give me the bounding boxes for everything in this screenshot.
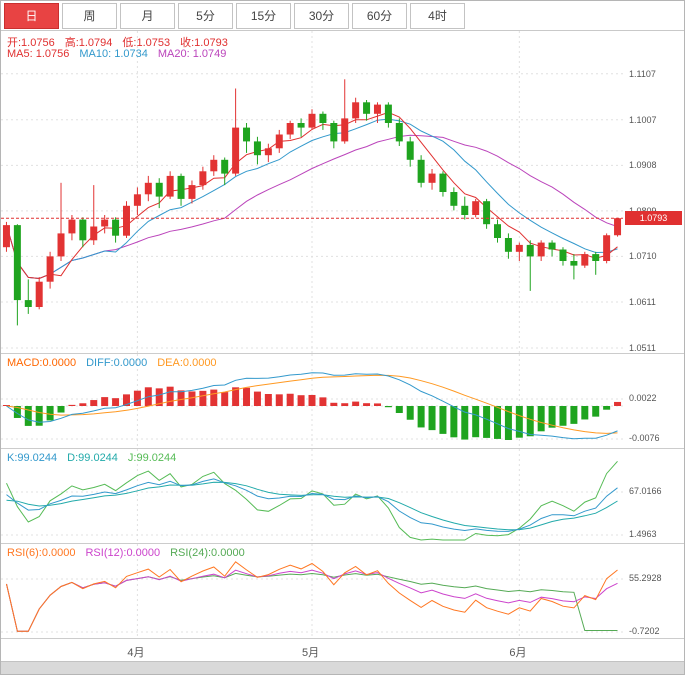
macd-legend: MACD:0.0000 DIFF:0.0000 DEA:0.0000 xyxy=(7,357,227,369)
y-axis-tick-label: 1.1107 xyxy=(629,68,656,79)
tab-5分[interactable]: 5分 xyxy=(178,3,233,29)
main-chart-panel: 开:1.0756 高:1.0794 低:1.0753 收:1.0793 MA5: 1.… xyxy=(1,31,684,353)
legend-item: D:99.0244 xyxy=(67,452,118,464)
legend-item: MA10: 1.0734 xyxy=(79,48,148,60)
y-axis-tick-label: 1.4963 xyxy=(629,529,657,539)
ohlc-legend: 开:1.0756 高:1.0794 低:1.0753 收:1.0793 xyxy=(7,34,238,50)
tab-月[interactable]: 月 xyxy=(120,3,175,29)
tab-15分[interactable]: 15分 xyxy=(236,3,291,29)
legend-item: MACD:0.0000 xyxy=(7,357,77,369)
current-price-badge: 1.0793 xyxy=(625,211,682,226)
legend-item: DIFF:0.0000 xyxy=(86,357,148,369)
period-tabbar: 日周月 5分 15分 30分 60分 4时 xyxy=(1,1,684,31)
y-axis-tick-label: 1.1007 xyxy=(629,114,657,125)
y-axis-tick-label: 1.0809 xyxy=(629,206,683,216)
legend-item: DEA:0.0000 xyxy=(157,357,217,369)
y-axis-tick-label: 67.0166 xyxy=(629,486,662,496)
legend-item: 开:1.0756 xyxy=(7,37,55,49)
x-axis-label: 4月 xyxy=(127,647,145,659)
legend-item: RSI(24):0.0000 xyxy=(170,547,245,559)
legend-item: MA20: 1.0749 xyxy=(157,48,227,60)
legend-item: MA5: 1.0756 xyxy=(7,48,70,60)
legend-item: 收:1.0793 xyxy=(180,37,228,49)
macd-panel: MACD:0.0000 DIFF:0.0000 DEA:0.0000 xyxy=(1,353,684,449)
rsi-panel: RSI(6):0.0000 RSI(12):0.0000 RSI(24):0.000… xyxy=(1,543,684,639)
bottom-scrollbar[interactable] xyxy=(1,661,684,674)
tab-日[interactable]: 日 xyxy=(4,3,59,29)
tab-30分[interactable]: 30分 xyxy=(294,3,349,29)
tab-周[interactable]: 周 xyxy=(62,3,117,29)
rsi-chart[interactable] xyxy=(1,544,684,639)
tab-4时[interactable]: 4时 xyxy=(410,3,465,29)
ma-legend: MA5: 1.0756 MA10: 1.0734 MA20: 1.0749 xyxy=(7,48,236,60)
kdj-panel: K:99.0244 D:99.0244 J:99.0244 xyxy=(1,448,684,544)
x-axis-label: 5月 xyxy=(302,647,320,659)
kdj-legend: K:99.0244 D:99.0244 J:99.0244 xyxy=(7,452,186,464)
y-axis-tick-label: -0.7202 xyxy=(629,626,660,636)
legend-item: 高:1.0794 xyxy=(64,37,113,49)
y-axis-tick-label: 0.0022 xyxy=(629,393,657,403)
legend-item: K:99.0244 xyxy=(7,452,58,464)
y-axis-tick-label: 1.0908 xyxy=(629,160,657,171)
candlestick-chart[interactable] xyxy=(1,31,684,353)
tab-60分[interactable]: 60分 xyxy=(352,3,407,29)
y-axis-tick-label: 1.0710 xyxy=(629,251,657,262)
legend-item: RSI(12):0.0000 xyxy=(85,547,161,559)
legend-item: 低:1.0753 xyxy=(122,37,171,49)
y-axis-tick-label: 55.2928 xyxy=(629,573,662,583)
x-axis: 4月 5月 6月 xyxy=(1,638,684,661)
legend-item: RSI(6):0.0000 xyxy=(7,547,76,559)
y-axis-tick-label: 1.0611 xyxy=(629,296,656,307)
x-axis-label: 6月 xyxy=(509,647,527,659)
y-axis-tick-label: 1.0511 xyxy=(629,342,656,353)
legend-item: J:99.0244 xyxy=(127,452,177,464)
y-axis-tick-label: -0.0076 xyxy=(629,433,660,443)
macd-chart[interactable] xyxy=(1,354,684,449)
rsi-legend: RSI(6):0.0000 RSI(12):0.0000 RSI(24):0.000… xyxy=(7,547,255,559)
kdj-chart[interactable] xyxy=(1,449,684,544)
